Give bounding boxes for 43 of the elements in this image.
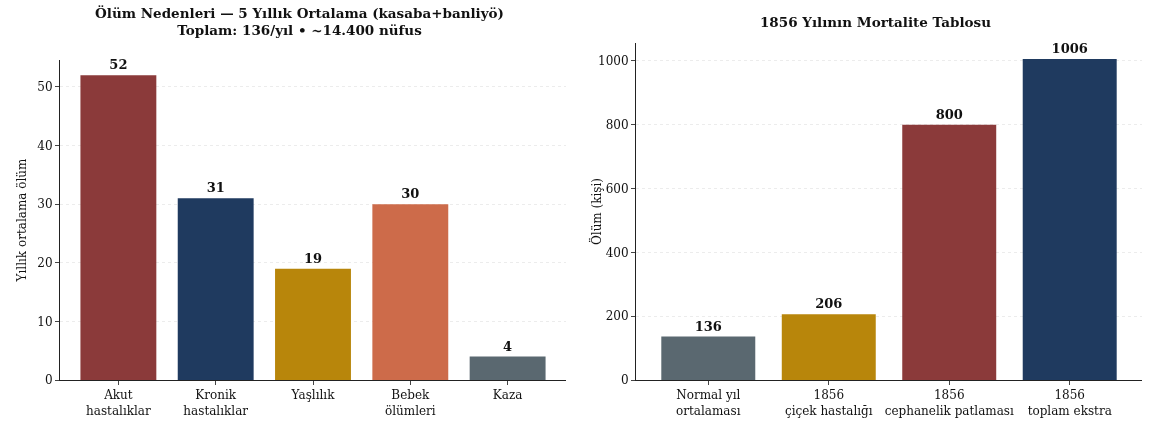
y-tick-label: 600 (605, 181, 629, 196)
y-tick-label: 0 (44, 373, 53, 388)
bar (1022, 58, 1117, 380)
data-label: 800 (935, 106, 963, 122)
data-label: 31 (206, 180, 225, 196)
data-label: 4 (503, 338, 513, 354)
data-label: 19 (303, 250, 323, 266)
y-axis-title: Yıllık ortalama ölüm (15, 157, 29, 283)
x-tick-label: Kaza (492, 388, 523, 403)
bar (902, 124, 997, 380)
y-tick-label: 20 (37, 255, 53, 270)
data-label: 136 (694, 318, 722, 334)
y-tick-label: 40 (37, 138, 53, 153)
y-tick-label: 800 (605, 117, 629, 132)
x-tick-label: 1856 cephanelik patlaması (884, 388, 1014, 418)
bar (661, 336, 756, 380)
bar (372, 204, 449, 380)
y-tick-label: 0 (620, 373, 629, 388)
y-tick-label: 400 (605, 245, 629, 260)
x-tick-label: Kronik hastalıklar (183, 388, 249, 418)
y-tick-label: 200 (605, 309, 629, 324)
y-tick-label: 10 (37, 314, 53, 329)
chart-title: 1856 Yılının Mortalite Tablosu (759, 14, 992, 30)
y-tick-label: 30 (37, 197, 53, 212)
x-tick-label: Normal yıl ortalaması (676, 388, 741, 418)
y-tick-label: 50 (37, 80, 53, 95)
x-tick-label: Bebek ölümleri (384, 388, 436, 418)
bar (80, 75, 157, 380)
bar (177, 198, 254, 380)
x-tick-label: 1856 toplam ekstra (1027, 388, 1112, 418)
chart-title: Ölüm Nedenleri — 5 Yıllık Ortalama (kasaba+banliyö) Toplam: 136/yıl • ~14.400 nüfus (95, 4, 504, 39)
data-label: 30 (401, 186, 420, 202)
bar (781, 314, 876, 380)
x-tick-label: 1856 çiçek hastalığı (784, 388, 873, 418)
x-tick-label: Yaşlılık (290, 388, 336, 403)
bar (275, 268, 351, 380)
y-axis-title: Ölüm (kişi) (587, 177, 604, 246)
data-label: 52 (109, 57, 128, 73)
bar (469, 356, 546, 380)
x-tick-label: Akut hastalıklar (86, 388, 151, 418)
data-label: 206 (815, 296, 843, 312)
data-label: 1006 (1051, 40, 1088, 56)
y-tick-label: 1000 (598, 54, 629, 69)
